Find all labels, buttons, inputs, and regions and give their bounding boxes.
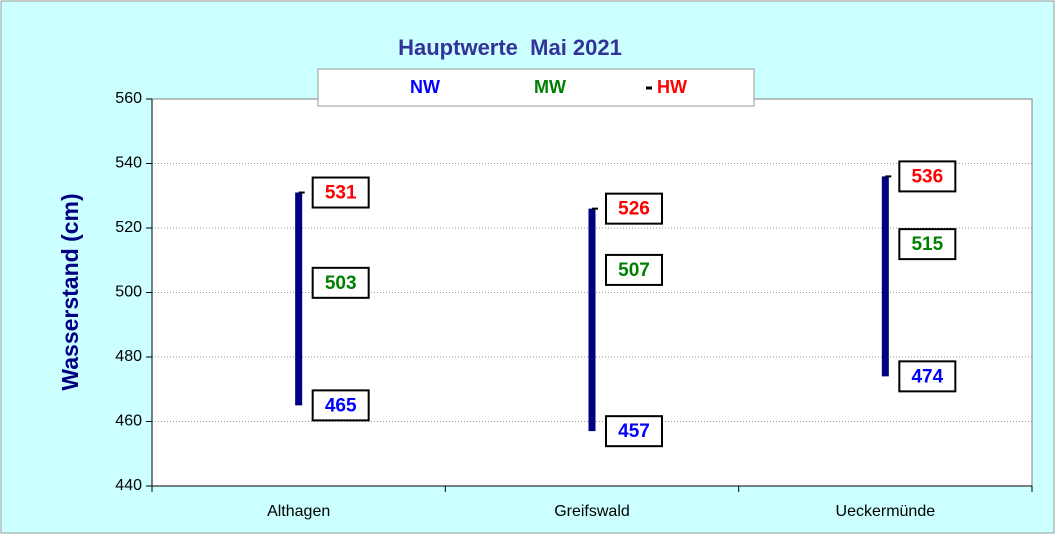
data-label-box: [605, 415, 663, 448]
data-label-box: [311, 176, 370, 209]
data-label: 503: [325, 273, 357, 294]
y-tick-label: 440: [115, 477, 142, 494]
y-tick-label: 520: [115, 219, 142, 236]
data-label-box: [898, 360, 957, 393]
data-label-box: [311, 266, 370, 299]
y-tick-label: 500: [115, 284, 142, 301]
data-label: 526: [618, 199, 650, 220]
legend-label: HW: [657, 77, 687, 97]
y-tick-label: 480: [115, 348, 142, 365]
y-tick-label: 560: [115, 90, 142, 107]
data-label: 531: [325, 183, 357, 204]
data-label: 465: [325, 395, 357, 416]
chart-title: Hauptwerte Mai 2021: [398, 35, 622, 60]
legend-label: MW: [534, 77, 566, 97]
data-label-box: [898, 160, 957, 193]
x-tick-label: Greifswald: [554, 503, 630, 520]
legend: [317, 68, 755, 107]
data-label-box: [605, 253, 663, 286]
legend-label: NW: [410, 77, 440, 97]
data-label-box: [605, 192, 663, 225]
x-tick-label: Ueckermünde: [836, 503, 936, 520]
data-label: 515: [911, 234, 943, 255]
y-axis-label: Wasserstand (cm): [57, 193, 83, 390]
data-label: 507: [618, 260, 650, 281]
data-label: 457: [618, 421, 650, 442]
x-tick-label: Althagen: [267, 503, 330, 520]
y-tick-label: 460: [115, 413, 142, 430]
data-label-box: [898, 228, 957, 261]
data-label-box: [311, 389, 370, 422]
data-label: 474: [911, 366, 943, 387]
y-tick-label: 540: [115, 155, 142, 172]
data-label: 536: [911, 166, 943, 187]
